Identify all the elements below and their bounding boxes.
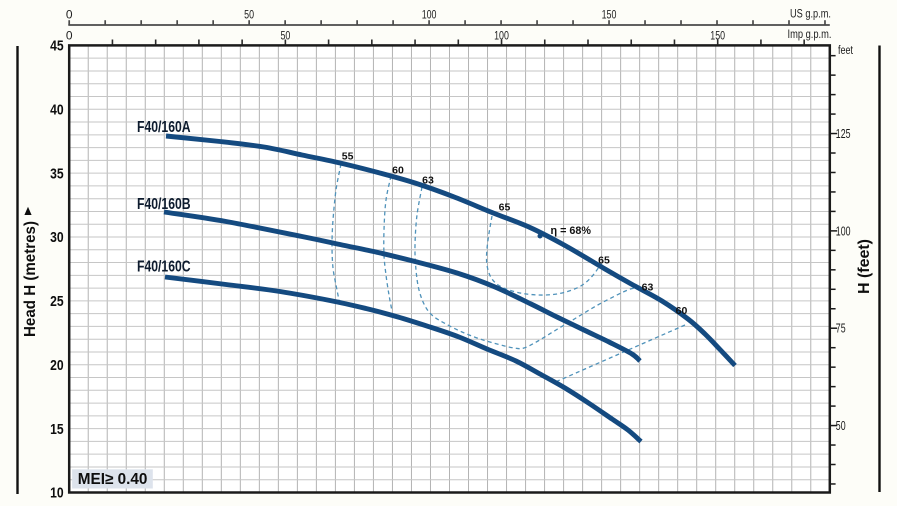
svg-text:US g.p.m.: US g.p.m. xyxy=(790,8,831,20)
svg-text:63: 63 xyxy=(422,174,434,186)
svg-text:65: 65 xyxy=(499,201,511,213)
svg-text:F40/160A: F40/160A xyxy=(137,119,191,136)
svg-text:MEI≥ 0.40: MEI≥ 0.40 xyxy=(78,471,148,488)
svg-text:30: 30 xyxy=(50,229,64,246)
svg-text:35: 35 xyxy=(50,165,64,182)
svg-text:45: 45 xyxy=(50,38,64,55)
svg-text:50: 50 xyxy=(836,419,846,433)
svg-text:60: 60 xyxy=(392,165,404,177)
svg-text:η = 68%: η = 68% xyxy=(551,225,592,237)
svg-text:Head H (metres): Head H (metres) xyxy=(22,221,39,337)
svg-text:feet: feet xyxy=(838,45,854,57)
svg-text:150: 150 xyxy=(602,7,617,21)
svg-text:75: 75 xyxy=(836,322,846,336)
svg-text:100: 100 xyxy=(494,28,509,42)
svg-text:H (feet): H (feet) xyxy=(856,239,873,294)
svg-text:10: 10 xyxy=(50,485,64,501)
svg-text:25: 25 xyxy=(50,293,64,310)
svg-text:20: 20 xyxy=(50,357,64,374)
svg-text:100: 100 xyxy=(836,224,851,238)
svg-text:60: 60 xyxy=(676,305,688,317)
svg-text:0: 0 xyxy=(66,7,73,21)
svg-text:63: 63 xyxy=(642,281,654,293)
svg-text:F40/160B: F40/160B xyxy=(137,196,191,213)
svg-text:0: 0 xyxy=(66,28,73,42)
svg-text:Imp g.p.m.: Imp g.p.m. xyxy=(788,29,832,41)
svg-text:100: 100 xyxy=(422,7,437,21)
svg-text:50: 50 xyxy=(280,28,290,42)
svg-text:125: 125 xyxy=(836,127,851,141)
svg-text:65: 65 xyxy=(598,254,610,266)
svg-text:150: 150 xyxy=(710,28,725,42)
svg-text:50: 50 xyxy=(244,7,254,21)
svg-text:15: 15 xyxy=(50,421,64,438)
svg-text:40: 40 xyxy=(50,102,64,119)
svg-text:F40/160C: F40/160C xyxy=(137,259,191,276)
svg-text:55: 55 xyxy=(342,151,354,163)
